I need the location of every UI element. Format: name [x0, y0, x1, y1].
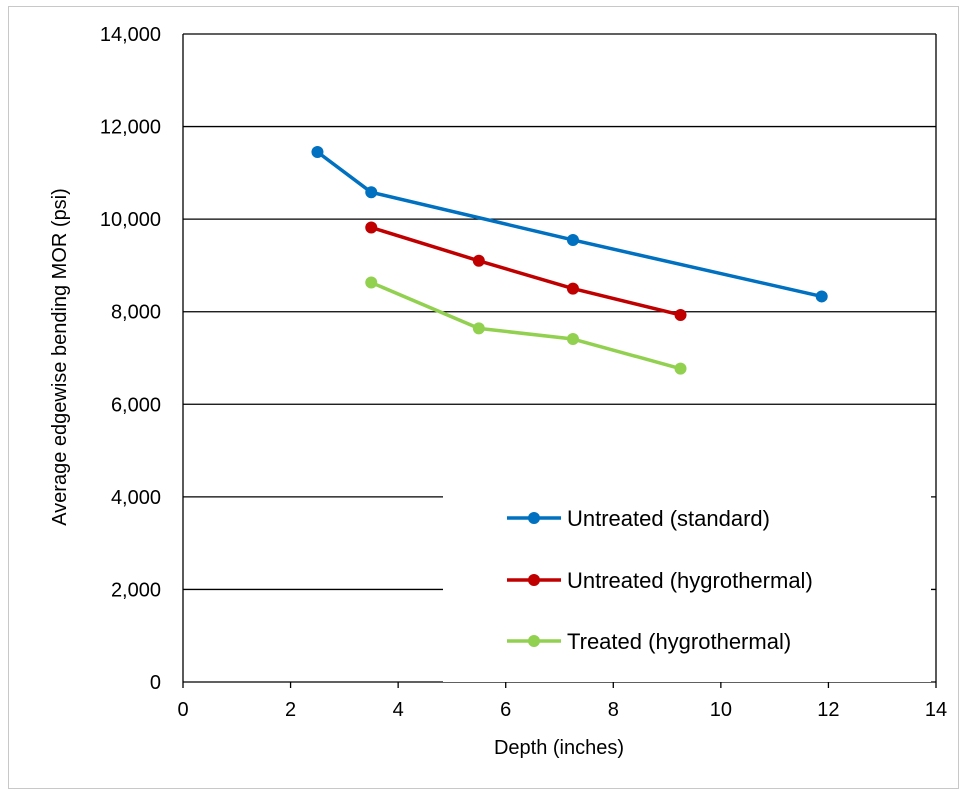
y-tick-label: 8,000: [111, 302, 161, 324]
x-tick-label: 0: [177, 699, 188, 721]
data-point: [365, 276, 378, 289]
x-tick-label: 12: [817, 699, 839, 721]
legend-label: Treated (hygrothermal): [567, 629, 791, 654]
y-tick-label: 4,000: [111, 487, 161, 509]
tick-labels: 0 2 4 6 8 10 12 14 0 2,000 4,000 6,000 8,000 10,000 12…: [100, 24, 947, 721]
data-point: [472, 254, 485, 267]
x-tick-label: 6: [500, 699, 511, 721]
legend-entry: Treated (hygrothermal): [507, 629, 791, 654]
data-point: [566, 333, 579, 346]
data-point: [365, 221, 378, 234]
x-tick-label: 8: [608, 699, 619, 721]
x-tick-label: 10: [710, 699, 732, 721]
y-axis-title: Average edgewise bending MOR (psi): [49, 188, 71, 526]
series-line: [370, 280, 681, 371]
series-3: [365, 276, 687, 375]
data-point: [674, 308, 687, 321]
legend-label: Untreated (hygrothermal): [567, 568, 813, 593]
legend-label: Untreated (standard): [567, 506, 770, 531]
x-tick-label: 14: [925, 699, 947, 721]
y-tick-label: 10,000: [100, 209, 161, 231]
series-1: [311, 146, 828, 303]
y-tick-label: 0: [150, 672, 161, 694]
series-line: [316, 150, 823, 299]
data-point: [365, 186, 378, 199]
legend-entries: Untreated (standard) Untreated (hygrother…: [507, 506, 813, 654]
series-line: [370, 225, 681, 317]
y-tick-label: 14,000: [100, 24, 161, 46]
data-point: [472, 322, 485, 335]
y-tick-label: 2,000: [111, 579, 161, 601]
y-tick-label: 12,000: [100, 117, 161, 139]
legend-entry: Untreated (standard): [507, 506, 770, 531]
x-axis-title: Depth (inches): [494, 737, 624, 759]
x-tick-label: 2: [285, 699, 296, 721]
y-tick-label: 6,000: [111, 394, 161, 416]
series-layer: [311, 146, 828, 375]
data-point: [815, 290, 828, 303]
legend-swatch-marker: [528, 635, 540, 647]
data-point: [311, 146, 324, 159]
data-point: [674, 362, 687, 375]
legend-entry: Untreated (hygrothermal): [507, 568, 813, 593]
series-2: [365, 221, 687, 321]
x-tick-label: 4: [393, 699, 404, 721]
legend-swatch-marker: [528, 512, 540, 524]
data-point: [566, 233, 579, 246]
legend-swatch-marker: [528, 574, 540, 586]
data-point: [566, 282, 579, 295]
